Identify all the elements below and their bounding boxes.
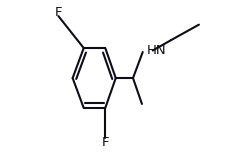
Text: HN: HN [146,44,166,57]
Text: F: F [55,6,62,19]
Text: F: F [102,136,109,149]
